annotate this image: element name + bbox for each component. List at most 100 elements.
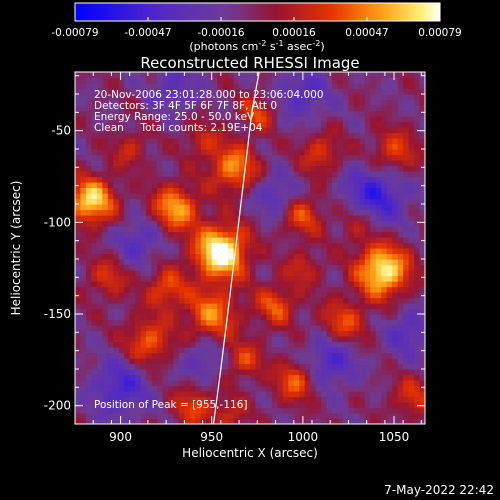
heatmap-cell [392, 237, 399, 244]
heatmap-cell [146, 231, 153, 238]
heatmap-cell [370, 193, 377, 200]
heatmap-cell [348, 182, 355, 189]
heatmap-cell [162, 286, 169, 293]
heatmap-cell [135, 198, 142, 205]
heatmap-cell [146, 319, 153, 326]
heatmap-cell [321, 292, 328, 299]
heatmap-cell [337, 297, 344, 304]
heatmap-cell [277, 215, 284, 222]
heatmap-cell [375, 407, 382, 414]
heatmap-cell [75, 292, 82, 299]
heatmap-cell [414, 182, 421, 189]
heatmap-cell [178, 72, 185, 79]
heatmap-cell [189, 303, 196, 310]
solar-limb-line [212, 72, 260, 424]
heatmap-cell [178, 325, 185, 332]
heatmap-cell [211, 99, 218, 106]
heatmap-cell [250, 94, 257, 101]
heatmap-cell [118, 363, 125, 370]
heatmap-cell [195, 215, 202, 222]
heatmap-cell [386, 336, 393, 343]
heatmap-cell [118, 143, 125, 150]
heatmap-cell [244, 341, 251, 348]
heatmap-cell [332, 121, 339, 128]
heatmap-cell [200, 385, 207, 392]
heatmap-cell [381, 314, 388, 321]
heatmap-cell [189, 352, 196, 359]
heatmap-cell [370, 413, 377, 420]
heatmap-cell [244, 160, 251, 167]
heatmap-cell [167, 231, 175, 238]
heatmap-cell [91, 209, 98, 216]
heatmap-cell [255, 198, 262, 205]
heatmap-cell [271, 264, 278, 271]
heatmap-cell [162, 220, 169, 227]
heatmap-cell [403, 308, 410, 315]
heatmap-cell [266, 143, 273, 150]
heatmap-cell [129, 259, 136, 266]
heatmap-cell [228, 138, 235, 145]
heatmap-cell [96, 72, 103, 79]
heatmap-cell [151, 220, 158, 227]
heatmap-cell [129, 138, 136, 145]
heatmap-cell [408, 143, 415, 150]
heatmap-cell [255, 358, 262, 365]
heatmap-cell [200, 149, 207, 156]
heatmap-cell [266, 116, 273, 123]
heatmap-cell [337, 347, 344, 354]
heatmap-cell [140, 270, 147, 277]
heatmap-cell [206, 209, 213, 216]
heatmap-cell [370, 402, 377, 409]
heatmap-cell [332, 402, 339, 409]
heatmap-cell [403, 187, 410, 194]
heatmap-cell [102, 242, 109, 249]
heatmap-cell [359, 149, 366, 156]
heatmap-cell [288, 138, 295, 145]
heatmap-cell [184, 198, 191, 205]
heatmap-cell [304, 253, 311, 260]
heatmap-cell [80, 132, 87, 139]
heatmap-cell [228, 374, 235, 381]
heatmap-cell [282, 110, 289, 117]
heatmap-cell [353, 253, 360, 260]
heatmap-cell [282, 83, 289, 90]
info-line-time: 20-Nov-2006 23:01:28.000 to 23:06:04.000 [94, 89, 324, 101]
heatmap-cell [414, 94, 421, 101]
heatmap-cell [386, 391, 393, 398]
heatmap-cell [392, 358, 399, 365]
heatmap-cell [140, 193, 147, 200]
heatmap-cell [293, 325, 300, 332]
heatmap-cell [195, 330, 202, 337]
heatmap-cell [107, 215, 114, 222]
heatmap-cell [299, 303, 306, 310]
heatmap-cell [102, 380, 109, 387]
heatmap-cell [167, 303, 175, 310]
heatmap-cell [321, 380, 328, 387]
heatmap-cell [239, 253, 246, 260]
heatmap-cell [167, 105, 175, 112]
heatmap-cell [299, 275, 306, 282]
heatmap-cell [244, 165, 251, 172]
heatmap-cell [255, 77, 262, 84]
heatmap-cell [113, 171, 120, 178]
heatmap-cell [326, 325, 333, 332]
heatmap-cell [118, 99, 125, 106]
heatmap-cell [293, 138, 300, 145]
heatmap-cell [162, 314, 169, 321]
heatmap-cell [408, 281, 415, 288]
heatmap-cell [233, 215, 240, 222]
heatmap-cell [135, 270, 142, 277]
heatmap-cell [222, 204, 229, 211]
heatmap-cell [195, 286, 202, 293]
heatmap-cell [102, 248, 109, 255]
heatmap-cell [250, 83, 257, 90]
heatmap-cell [364, 204, 371, 211]
heatmap-cell [244, 292, 251, 299]
heatmap-cell [167, 297, 175, 304]
heatmap-cell [244, 220, 251, 227]
heatmap-cell [299, 83, 306, 90]
heatmap-cell [386, 341, 393, 348]
heatmap-cell [408, 297, 415, 304]
heatmap-cell [113, 116, 120, 123]
heatmap-cell [342, 325, 350, 332]
